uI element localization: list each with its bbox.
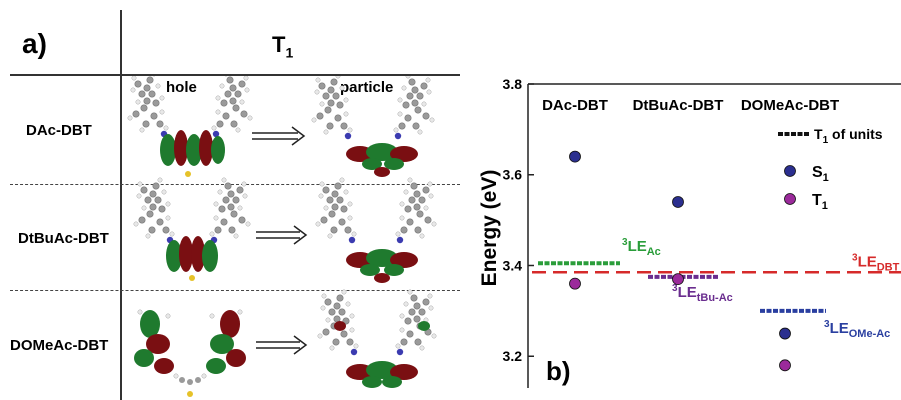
row-divider-1 — [10, 184, 460, 185]
column-header-particle: particle — [340, 79, 394, 96]
unit-level-label: 3LEOMe-Ac — [824, 319, 890, 340]
unit-level-label: 3LEtBu-Ac — [672, 283, 733, 304]
molecule-images — [127, 76, 437, 397]
category-label: DtBuAc-DBT — [633, 97, 724, 114]
data-point-s1 — [779, 327, 791, 340]
data-point-s1 — [569, 150, 581, 163]
legend-units-label: T1 of units — [814, 126, 883, 146]
header-divider — [10, 74, 460, 76]
state-header: T1 — [272, 32, 293, 60]
arrow-row1 — [252, 126, 306, 146]
row2-hole-molecule — [133, 177, 251, 281]
vertical-divider — [120, 10, 122, 400]
state-main: T — [272, 32, 286, 57]
legend-label: S1 — [812, 164, 829, 184]
row-label-dac-dbt: DAc-DBT — [26, 122, 92, 139]
row3-particle-molecule — [317, 289, 437, 388]
row1-particle-molecule — [311, 76, 435, 177]
reference-level-label: 3LEDBT — [852, 252, 900, 273]
unit-level-label: 3LEAc — [622, 237, 661, 258]
row-label-dtbuac-dbt: DtBuAc-DBT — [18, 230, 109, 247]
row-divider-2 — [10, 290, 460, 291]
y-tick-label: 3.4 — [503, 257, 523, 273]
legend-marker — [784, 165, 796, 177]
arrow-row2 — [256, 225, 308, 245]
category-label: DAc-DBT — [542, 97, 608, 114]
y-tick-label: 3.6 — [503, 167, 523, 183]
row1-hole-molecule — [127, 76, 253, 177]
data-point-t1 — [672, 273, 684, 286]
data-point-s1 — [672, 196, 684, 208]
state-sub: 1 — [285, 44, 294, 61]
row-label-domeac-dbt: DOMeAc-DBT — [10, 337, 109, 354]
column-header-hole: hole — [166, 79, 197, 96]
data-point-t1 — [569, 277, 581, 290]
panel-label-b: b) — [546, 356, 571, 386]
row2-particle-molecule — [315, 177, 437, 283]
y-tick-label: 3.2 — [503, 348, 523, 364]
y-tick-label: 3.8 — [503, 76, 523, 92]
legend-label: T1 — [812, 192, 828, 212]
legend-marker — [784, 193, 796, 205]
panel-label-a: a) — [22, 28, 47, 59]
arrow-row3 — [256, 335, 308, 355]
row3-hole-molecule — [134, 309, 246, 397]
category-label: DOMeAc-DBT — [741, 97, 839, 114]
y-axis-label: Energy (eV) — [478, 170, 501, 287]
data-point-t1 — [779, 359, 791, 372]
energy-chart: Energy (eV) 3.2 3.4 3.6 3.8 DAc-DBT DtBuAc-DB… — [478, 76, 901, 388]
